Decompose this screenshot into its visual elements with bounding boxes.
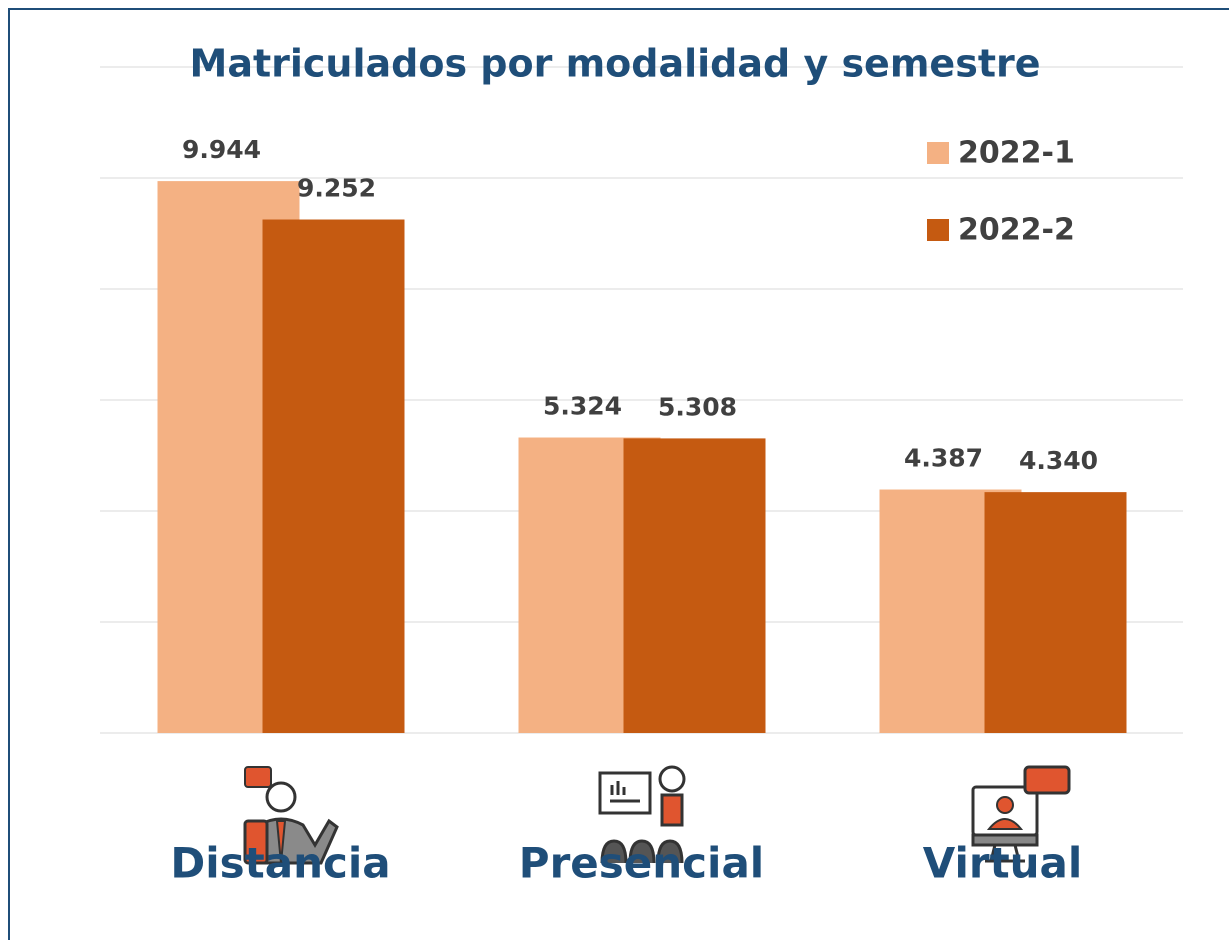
icon-virtual bbox=[971, 765, 1071, 863]
data-label: 9.252 bbox=[297, 174, 376, 203]
bar bbox=[984, 492, 1127, 733]
data-label: 4.387 bbox=[904, 444, 983, 473]
icon-presencial bbox=[598, 765, 686, 864]
legend-label: 2022-2 bbox=[958, 213, 1075, 248]
data-label: 4.340 bbox=[1019, 446, 1098, 475]
data-label: 9.944 bbox=[182, 135, 261, 164]
bar bbox=[262, 219, 405, 733]
x-tick-label: Distancia bbox=[170, 839, 390, 888]
chart-title: Matriculados por modalidad y semestre bbox=[190, 42, 1041, 86]
data-label: 5.308 bbox=[658, 392, 737, 421]
data-label: 5.324 bbox=[543, 392, 622, 421]
x-tick-label: Virtual bbox=[923, 839, 1083, 888]
legend-swatch bbox=[927, 219, 949, 241]
legend-label: 2022-1 bbox=[958, 136, 1075, 171]
legend-swatch bbox=[927, 142, 949, 164]
icon-distancia bbox=[243, 766, 339, 865]
frame bbox=[8, 8, 1229, 940]
x-tick-label: Presencial bbox=[519, 839, 764, 888]
bar bbox=[623, 438, 766, 733]
